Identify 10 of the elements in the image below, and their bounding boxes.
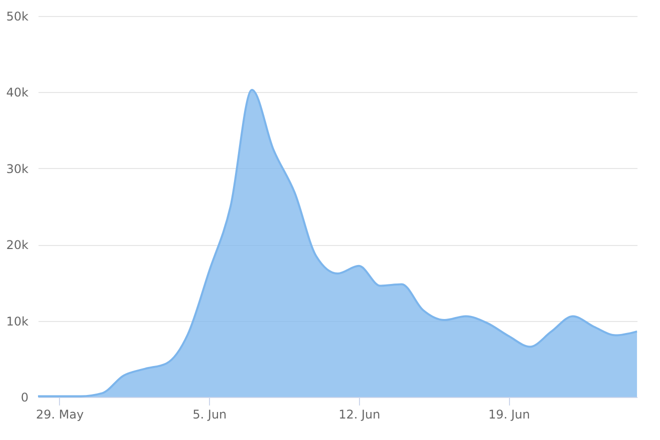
y-tick-label: 0 xyxy=(20,390,28,404)
y-tick-label: 10k xyxy=(6,314,29,328)
y-tick-label: 30k xyxy=(6,162,29,176)
y-tick-label: 20k xyxy=(6,238,29,252)
x-tick-label: 12. Jun xyxy=(338,408,380,422)
y-tick-label: 50k xyxy=(6,10,29,24)
x-tick-label: 29. May xyxy=(36,408,84,422)
y-tick-label: 40k xyxy=(6,86,29,100)
x-tick-label: 5. Jun xyxy=(192,408,227,422)
x-tick-label: 19. Jun xyxy=(488,408,530,422)
